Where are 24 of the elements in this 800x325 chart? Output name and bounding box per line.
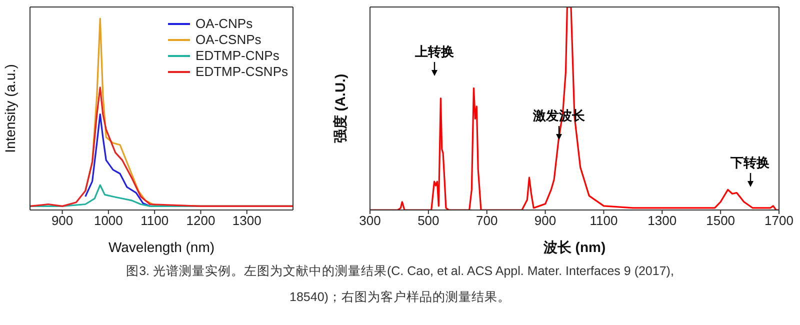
annotation: 下转换 xyxy=(730,154,771,171)
x-axis-title: Wavelength (nm) xyxy=(108,239,215,255)
x-tick-label: 500 xyxy=(418,213,440,228)
annotation: 上转换 xyxy=(414,44,456,60)
x-tick-label: 1500 xyxy=(706,213,736,228)
x-tick-label: 900 xyxy=(534,213,556,228)
y-axis-title: 强度 (A.U.) xyxy=(332,74,348,144)
x-axis-title: 波长 (nm) xyxy=(542,239,606,255)
x-tick-label: 1700 xyxy=(764,213,794,228)
x-tick-label: 1100 xyxy=(140,213,169,228)
legend-label: EDTMP-CNPs xyxy=(196,48,280,64)
legend-label: OA-CNPs xyxy=(196,16,253,32)
legend-label: OA-CSNPs xyxy=(196,32,262,48)
x-tick-label: 1100 xyxy=(590,213,618,228)
x-tick-label: 700 xyxy=(476,213,498,228)
y-axis-title: Intensity (a.u.) xyxy=(2,64,18,153)
legend-label: EDTMP-CSNPs xyxy=(196,64,288,80)
x-tick-label: 900 xyxy=(51,213,74,228)
x-tick-label: 1300 xyxy=(232,213,262,228)
x-tick-label: 1200 xyxy=(186,213,216,228)
x-tick-label: 1000 xyxy=(94,213,123,228)
caption: 图3. 光谱测量实例。左图为文献中的测量结果(C. Cao, et al. ACS Appl. Mater. Interfaces 9 (2017), 18540)；右图为客户样品的测量结果。 xyxy=(125,263,675,306)
x-tick-label: 300 xyxy=(359,213,381,228)
x-tick-label: 1300 xyxy=(648,213,677,228)
